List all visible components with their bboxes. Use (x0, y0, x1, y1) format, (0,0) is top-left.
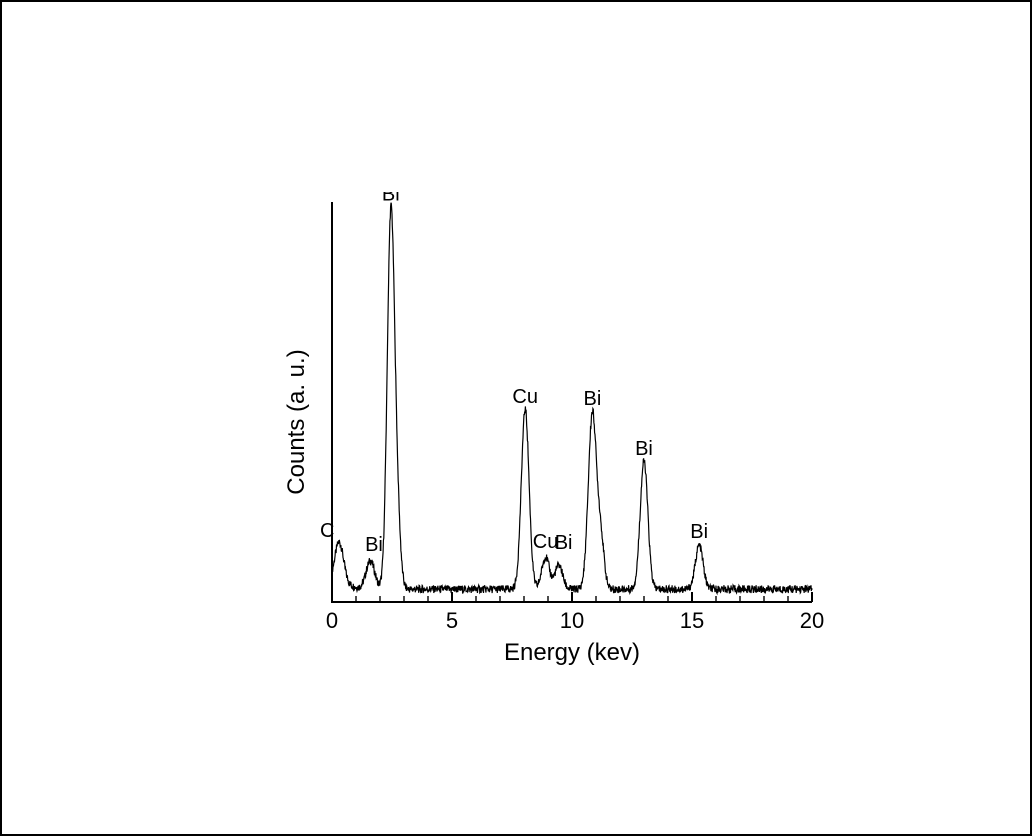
peak-label: Bi (555, 532, 573, 554)
x-tick-label: 0 (326, 608, 338, 633)
peak-label: C (320, 520, 334, 542)
figure-frame: 0 5 10 15 20 Energy (kev) Counts (a. u.) C Bi Bi C… (0, 0, 1032, 836)
peak-label: Cu (512, 386, 538, 408)
x-tick-label: 15 (680, 608, 704, 633)
x-axis-label: Energy (kev) (504, 639, 640, 666)
x-tick-label: 5 (446, 608, 458, 633)
spectrum-svg: 0 5 10 15 20 Energy (kev) Counts (a. u.) C Bi Bi C… (272, 192, 832, 682)
peak-label: Bi (690, 521, 708, 543)
peak-label: Bi (382, 192, 400, 206)
x-tick-label: 10 (560, 608, 584, 633)
peak-label: Bi (365, 534, 383, 556)
peak-label: Bi (584, 388, 602, 410)
x-tick-label: 20 (800, 608, 824, 633)
peak-label: Bi (635, 438, 653, 460)
y-axis-label: Counts (a. u.) (283, 349, 310, 494)
eds-spectrum-chart: 0 5 10 15 20 Energy (kev) Counts (a. u.) C Bi Bi C… (272, 192, 832, 682)
